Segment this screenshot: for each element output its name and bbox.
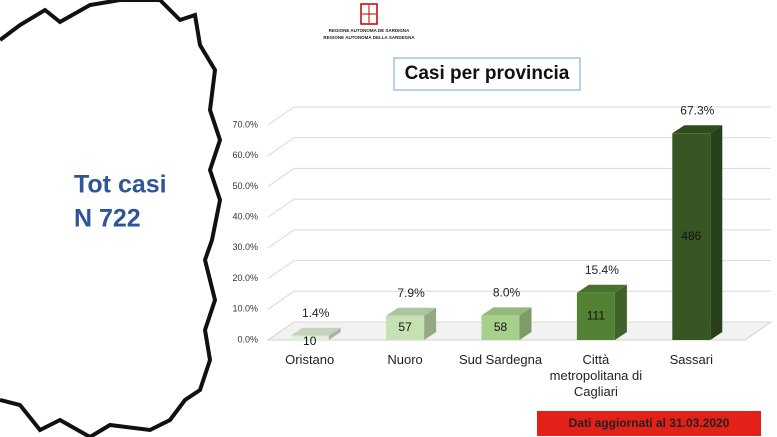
bar-side [424,307,437,340]
chart-title: Casi per provincia [405,63,570,84]
grid-line [267,106,771,126]
grid-line [267,137,771,157]
bar [576,284,627,340]
x-tick-label: Nuoro [387,352,423,367]
bar [481,307,532,340]
bar [386,307,437,340]
y-tick-label: 50.0% [232,181,258,191]
x-tick-label: Sassari [669,352,713,367]
bar-front [481,315,520,340]
count-label: 111 [587,309,606,323]
count-label: 10 [303,334,317,348]
value-label: 67.3% [680,103,714,117]
y-tick-label: 20.0% [232,273,258,283]
map-outline [0,0,223,437]
y-tick-label: 60.0% [232,150,258,160]
bar-front [290,335,329,340]
header-line: REGIONE AUTONOMA DELLA SARDEGNA [323,35,415,40]
y-tick-label: 30.0% [232,242,258,252]
bar-front [386,315,425,340]
bar-front [672,133,711,340]
bar [672,125,723,341]
value-label: 8.0% [493,286,521,300]
count-label: 486 [681,229,701,243]
bar-top [386,307,437,316]
value-label: 1.4% [302,306,330,320]
grid-line [267,167,771,187]
y-tick-label: 40.0% [232,212,258,222]
footer: Dati aggiornati al 31.03.2020 [569,416,730,430]
x-tick-label: Sud Sardegna [458,352,543,367]
x-tick-label: Città metropolitana di Cagliari [549,352,643,399]
y-tick-label: 70.0% [232,119,258,129]
bar-side [710,125,723,341]
bar-top [481,307,532,316]
grid-line [267,260,771,279]
footer-box [537,411,761,436]
total-value: N 722 [74,205,141,233]
header-line: REGIONE AUTONOMA DE SARDIGNA [329,28,411,33]
bar-top [290,327,341,336]
count-label: 58 [494,320,508,334]
grid-line [267,229,771,249]
bar-front [576,292,615,340]
bar-side [328,327,341,340]
value-label: 15.4% [585,263,619,277]
logo [360,3,378,25]
title-box [393,57,581,91]
bar [290,327,341,340]
value-label: 7.9% [397,286,425,300]
y-tick-label: 10.0% [232,304,258,314]
x-tick-label: Oristano [285,352,335,367]
grid-line [267,198,771,218]
total-label: Tot casi [74,171,167,199]
bar-side [614,284,627,340]
bar-top [672,125,723,134]
bar-top [576,284,627,293]
bar-side [519,307,532,340]
y-tick-label: 0.0% [237,334,258,344]
count-label: 57 [398,320,412,334]
